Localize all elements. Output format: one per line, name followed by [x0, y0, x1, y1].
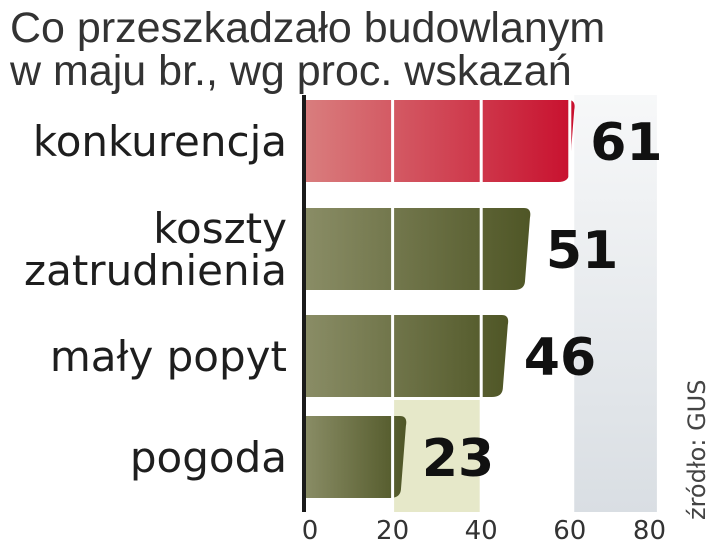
tick-label-40: 40 [465, 516, 498, 546]
range-band-20-40 [392, 400, 482, 512]
tick-label-80: 80 [633, 516, 666, 546]
category-label-1-1: zatrudnienia [24, 246, 287, 295]
value-label-2: 46 [524, 328, 596, 388]
category-label-3: pogoda [130, 433, 287, 482]
category-label-0: konkurencja [33, 117, 287, 166]
bar-3 [304, 416, 407, 498]
category-label-1-0: koszty [153, 204, 287, 253]
tick-label-60: 60 [553, 516, 586, 546]
bar-1 [304, 208, 531, 290]
source-note: źródło: GUS [683, 379, 711, 520]
value-label-0: 61 [590, 113, 662, 173]
bar-0 [304, 100, 575, 182]
range-band-60-80 [574, 95, 659, 512]
tick-label-0: 0 [302, 516, 319, 546]
chart-title-line-1: Co przeszkadzało budowlanym [10, 4, 606, 52]
category-label-2: mały popyt [50, 332, 287, 381]
chart-title-line-2: w maju br., wg proc. wskazań [10, 47, 572, 95]
bar-2 [304, 315, 509, 397]
value-label-1: 51 [546, 221, 618, 281]
value-label-3: 23 [422, 429, 494, 489]
tick-label-20: 20 [376, 516, 409, 546]
